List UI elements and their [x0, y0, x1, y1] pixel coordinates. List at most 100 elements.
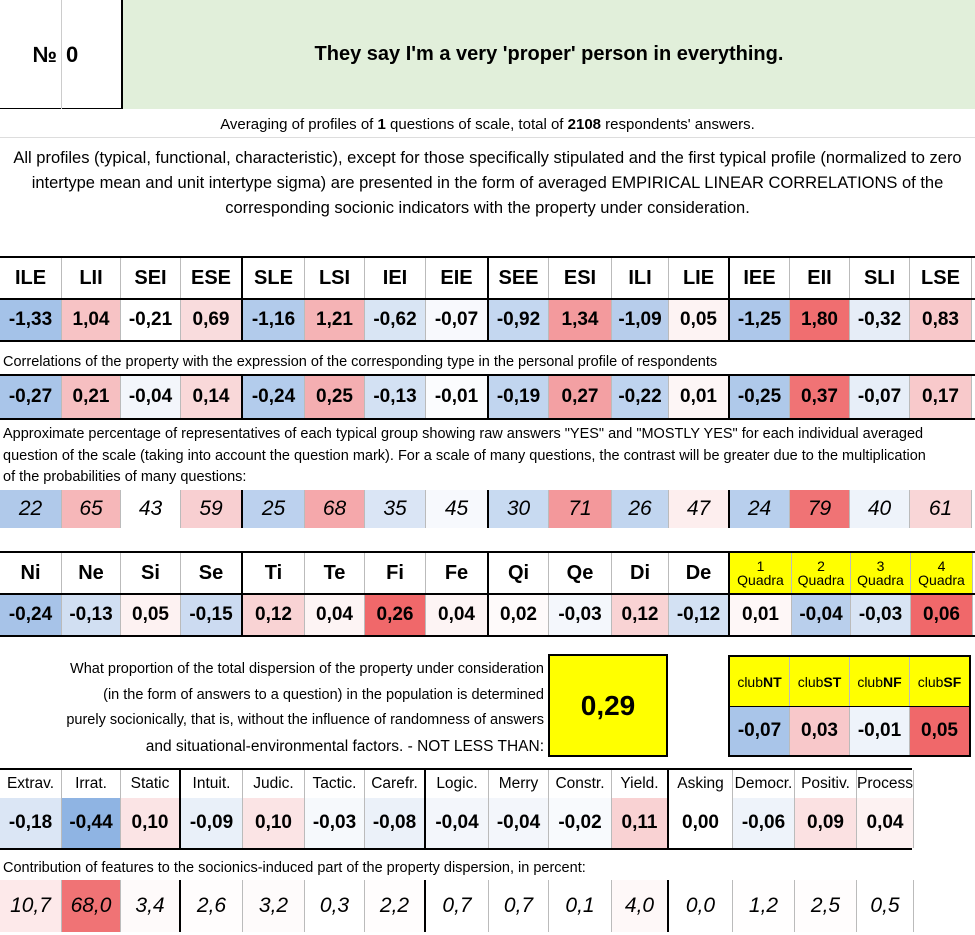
type-header-9: ESI: [549, 258, 612, 298]
type-header-8: SEE: [489, 258, 549, 298]
quadra-value-1: -0,04: [792, 595, 851, 635]
trait-value-1: -0,44: [62, 798, 121, 848]
contribution-note: Contribution of features to the socionic…: [3, 860, 586, 876]
type-correlation-14: -0,07: [850, 376, 910, 418]
trait-value-10: 0,11: [612, 798, 669, 848]
trait-header-3: Intuit.: [181, 770, 243, 798]
quadra-value-0: 0,01: [730, 595, 792, 635]
function-header-2: Si: [121, 553, 181, 593]
trait-header-13: Positiv.: [795, 770, 857, 798]
type-percent-3: 59: [181, 490, 243, 528]
type-header-1: LII: [62, 258, 121, 298]
quadra-value-3: 0,06: [911, 595, 973, 635]
trait-value-4: 0,10: [243, 798, 305, 848]
type-correlation-13: 0,37: [790, 376, 850, 418]
function-value-4: 0,12: [243, 595, 305, 635]
type-percent-4: 25: [243, 490, 305, 528]
type-correlation-1: 0,21: [62, 376, 121, 418]
function-header-6: Fi: [365, 553, 426, 593]
type-correlation-0: -0,27: [0, 376, 62, 418]
type-percent-13: 79: [790, 490, 850, 528]
types-header-row: ILE LII SEI ESE SLE LSI IEI EIE SEE ESI ILI LIE IEE E…: [0, 258, 972, 298]
type-header-15: LSE: [910, 258, 972, 298]
trait-header-6: Carefr.: [365, 770, 426, 798]
trait-header-14: Process: [857, 770, 914, 798]
trait-value-3: -0,09: [181, 798, 243, 848]
club-header-3: club SF: [910, 657, 969, 706]
trait-contribution-1: 68,0: [62, 880, 121, 932]
type-percent-12: 24: [730, 490, 790, 528]
divider: [0, 593, 975, 595]
trait-header-9: Constr.: [549, 770, 612, 798]
question-title: They say I'm a very 'proper' person in e…: [122, 0, 975, 109]
trait-contribution-4: 3,2: [243, 880, 305, 932]
type-correlation-15: 0,17: [910, 376, 972, 418]
question-count: 1: [377, 116, 386, 133]
type-header-11: LIE: [669, 258, 730, 298]
function-value-5: 0,04: [305, 595, 365, 635]
quadra-value-2: -0,03: [851, 595, 911, 635]
type-profile-6: -0,62: [365, 300, 426, 340]
club-value-2: -0,01: [850, 707, 910, 755]
function-value-9: -0,03: [549, 595, 612, 635]
type-correlation-2: -0,04: [121, 376, 181, 418]
trait-contribution-11: 0,0: [669, 880, 733, 932]
types-percent-row: 22 65 43 59 25 68 35 45 30 71 26 47 24 79 40 61: [0, 490, 972, 528]
type-header-3: ESE: [181, 258, 243, 298]
contribution-row: 10,7 68,0 3,4 2,6 3,2 0,3 2,2 0,7 0,7 0,1 4,0 0,0 1,…: [0, 880, 914, 932]
traits-header-row: Extrav. Irrat. Static Intuit. Judic. Tactic. C…: [0, 770, 914, 798]
function-value-7: 0,04: [426, 595, 489, 635]
type-profile-15: 0,83: [910, 300, 972, 340]
club-header-2: club NF: [850, 657, 910, 706]
type-header-12: IEE: [730, 258, 790, 298]
question-number: 0: [62, 0, 122, 109]
number-label: №: [0, 0, 62, 109]
type-percent-15: 61: [910, 490, 972, 528]
type-percent-8: 30: [489, 490, 549, 528]
function-header-0: Ni: [0, 553, 62, 593]
function-value-1: -0,13: [62, 595, 121, 635]
trait-header-11: Asking: [669, 770, 733, 798]
type-correlation-8: -0,19: [489, 376, 549, 418]
type-profile-13: 1,80: [790, 300, 850, 340]
trait-header-12: Democr.: [733, 770, 795, 798]
type-correlation-10: -0,22: [612, 376, 669, 418]
type-correlation-6: -0,13: [365, 376, 426, 418]
types-profile-row: -1,33 1,04 -0,21 0,69 -1,16 1,21 -0,62 -0,07 -0,…: [0, 300, 972, 340]
type-percent-6: 35: [365, 490, 426, 528]
type-profile-8: -0,92: [489, 300, 549, 340]
trait-contribution-3: 2,6: [181, 880, 243, 932]
club-value-1: 0,03: [790, 707, 850, 755]
trait-header-4: Judic.: [243, 770, 305, 798]
type-header-4: SLE: [243, 258, 305, 298]
quadra-header-3: 4 Quadra: [911, 553, 973, 593]
type-profile-0: -1,33: [0, 300, 62, 340]
trait-header-5: Tactic.: [305, 770, 365, 798]
function-value-11: -0,12: [669, 595, 730, 635]
type-header-14: SLI: [850, 258, 910, 298]
functions-value-row: -0,24 -0,13 0,05 -0,15 0,12 0,04 0,26 0,04 0,02-…: [0, 595, 973, 635]
trait-value-5: -0,03: [305, 798, 365, 848]
type-profile-11: 0,05: [669, 300, 730, 340]
trait-value-13: 0,09: [795, 798, 857, 848]
question-header: № 0 They say I'm a very 'proper' person …: [0, 0, 975, 109]
dispersion-explanation: What proportion of the total dispersion …: [66, 661, 544, 755]
quadra-header-2: 3 Quadra: [851, 553, 911, 593]
divider: [0, 848, 912, 850]
trait-contribution-0: 10,7: [0, 880, 62, 932]
trait-value-6: -0,08: [365, 798, 426, 848]
type-correlation-5: 0,25: [305, 376, 365, 418]
function-header-1: Ne: [62, 553, 121, 593]
trait-value-11: 0,00: [669, 798, 733, 848]
function-value-0: -0,24: [0, 595, 62, 635]
type-header-7: EIE: [426, 258, 489, 298]
trait-contribution-9: 0,1: [549, 880, 612, 932]
trait-header-8: Merry: [489, 770, 549, 798]
types-correlation-row: -0,27 0,21 -0,04 0,14 -0,24 0,25 -0,13 -0,01 -0,…: [0, 376, 972, 418]
type-profile-3: 0,69: [181, 300, 243, 340]
trait-value-14: 0,04: [857, 798, 914, 848]
type-percent-11: 47: [669, 490, 730, 528]
type-profile-7: -0,07: [426, 300, 489, 340]
functions-header-row: Ni Ne Si Se Ti Te Fi Fe Qi Qe Di De 1 Quadra 2 Quadra 3 Q…: [0, 553, 973, 593]
function-value-8: 0,02: [489, 595, 549, 635]
